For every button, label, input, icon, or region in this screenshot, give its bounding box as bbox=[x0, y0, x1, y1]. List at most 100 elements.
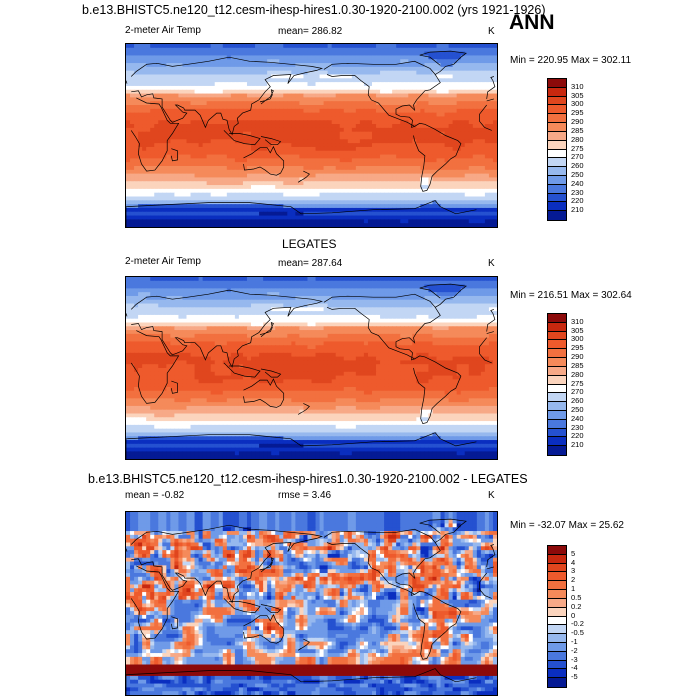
colorbar-level-label: 210 bbox=[571, 440, 584, 450]
colorbar-swatch bbox=[548, 634, 566, 643]
colorbar-level-label: 1 bbox=[571, 584, 576, 594]
colorbar-level-label: 275 bbox=[571, 143, 584, 153]
coastline-eurasia bbox=[130, 289, 324, 368]
colorbar-swatch bbox=[548, 428, 566, 438]
colorbar-swatch bbox=[548, 446, 566, 455]
colorbar-level-label: 295 bbox=[571, 108, 584, 118]
colorbar-swatch bbox=[548, 158, 566, 168]
coastline-namerica bbox=[323, 528, 441, 596]
coastline-indonesia bbox=[223, 130, 261, 146]
colorbar-level-label: 5 bbox=[571, 548, 576, 558]
colorbar-level-label: 220 bbox=[571, 196, 584, 206]
colorbar-swatch bbox=[548, 175, 566, 185]
colorbar-swatch bbox=[548, 546, 566, 555]
colorbar-level-label: 0.5 bbox=[571, 592, 582, 602]
colorbar-swatch bbox=[548, 184, 566, 194]
colorbar-level-label: 300 bbox=[571, 334, 584, 344]
panel3-title: b.e13.BHISTC5.ne120_t12.cesm-ihesp-hires… bbox=[88, 472, 528, 486]
coastline-japan bbox=[259, 89, 274, 105]
colorbar-level-label: 300 bbox=[571, 99, 584, 109]
coastline-africa bbox=[486, 98, 494, 102]
coastline-africa bbox=[130, 330, 180, 404]
map-canvas bbox=[126, 512, 497, 695]
field-cells bbox=[126, 512, 497, 695]
colorbar-swatch bbox=[548, 598, 566, 608]
colorbar-level-label: -3 bbox=[571, 654, 578, 664]
colorbar-level-label: 290 bbox=[571, 352, 584, 362]
colorbar-swatch bbox=[548, 87, 566, 97]
panel3-minmax-label: Min = -32.07 Max = 25.62 bbox=[510, 520, 624, 531]
colorbar-swatch bbox=[548, 358, 566, 367]
coastline-africa bbox=[486, 331, 494, 334]
colorbar-level-label: 280 bbox=[571, 134, 584, 144]
coastline-madagascar bbox=[170, 380, 178, 394]
coastline-japan bbox=[259, 557, 274, 573]
colorbar-swatch bbox=[548, 123, 566, 132]
coastline-uk bbox=[126, 80, 128, 84]
coastline-indonesia bbox=[223, 362, 261, 378]
coastline-samerica bbox=[413, 122, 462, 192]
colorbar-swatch bbox=[548, 625, 566, 635]
panel2-units-label: K bbox=[488, 258, 495, 269]
colorbar-swatch bbox=[548, 140, 566, 150]
colorbar-level-label: 285 bbox=[571, 360, 584, 370]
difference-map bbox=[125, 511, 498, 696]
colorbar-swatch bbox=[548, 149, 566, 159]
coastline-africa bbox=[479, 337, 492, 364]
coastline-eurasia bbox=[486, 80, 496, 99]
coastline-uk bbox=[126, 548, 128, 552]
colorbar-level-label: 305 bbox=[571, 325, 584, 335]
panel1-minmax-label: Min = 220.95 Max = 302.11 bbox=[510, 55, 632, 66]
panel2-title: LEGATES bbox=[282, 237, 337, 251]
coastline-australia bbox=[243, 613, 285, 644]
colorbar-level-label: 4 bbox=[571, 557, 576, 567]
colorbar-swatch bbox=[548, 322, 566, 332]
colorbar-swatch bbox=[548, 642, 566, 652]
coastline-newzealand bbox=[297, 170, 310, 183]
coastlines bbox=[126, 518, 496, 695]
panel2-minmax-label: Min = 216.51 Max = 302.64 bbox=[510, 290, 632, 301]
colorbar-swatch bbox=[548, 437, 566, 447]
coastline-namerica bbox=[323, 293, 441, 361]
colorbar-level-label: 250 bbox=[571, 404, 584, 414]
colorbar-swatches bbox=[547, 545, 567, 688]
coastline-uk bbox=[490, 544, 495, 549]
colorbar-level-label: 285 bbox=[571, 125, 584, 135]
colorbar-level-label: 310 bbox=[571, 316, 584, 326]
coastlines bbox=[126, 50, 496, 227]
coastline-uk bbox=[490, 309, 495, 314]
model-temperature-map bbox=[125, 43, 498, 228]
coastline-greenland bbox=[419, 50, 467, 75]
season-label: ANN bbox=[509, 11, 555, 34]
panel1-variable-label: 2-meter Air Temp bbox=[125, 25, 201, 36]
coastline-newguinea bbox=[260, 604, 282, 614]
coastline-eurasia bbox=[130, 56, 324, 136]
colorbar-swatch bbox=[548, 193, 566, 203]
coastline-greenland bbox=[419, 283, 467, 308]
colorbar-level-label: 270 bbox=[571, 152, 584, 162]
colorbar-swatch bbox=[548, 607, 566, 617]
coastline-eurasia bbox=[486, 548, 496, 567]
colorbar-level-label: 220 bbox=[571, 431, 584, 441]
panel3-units-label: K bbox=[488, 490, 495, 501]
colorbar-swatch bbox=[548, 96, 566, 106]
colorbar-level-label: 0 bbox=[571, 610, 576, 620]
coastline-australia bbox=[243, 145, 285, 176]
colorbar-swatch bbox=[548, 375, 566, 385]
colorbar-level-label: -0.5 bbox=[571, 628, 584, 638]
colorbar-swatch bbox=[548, 79, 566, 88]
coastline-japan bbox=[259, 321, 274, 337]
colorbar-swatch bbox=[548, 366, 566, 376]
colorbar-level-label: -4 bbox=[571, 663, 578, 673]
colorbar-level-label: 295 bbox=[571, 343, 584, 353]
colorbar-swatch bbox=[548, 114, 566, 124]
legates-temperature-map bbox=[125, 276, 498, 460]
panel1-mean-label: mean= 286.82 bbox=[278, 26, 343, 37]
panel2-mean-label: mean= 287.64 bbox=[278, 258, 343, 269]
colorbar-swatch bbox=[548, 314, 566, 323]
map-canvas bbox=[126, 277, 497, 459]
coastline-africa bbox=[479, 104, 492, 131]
panel3-rmse-label: rmse = 3.46 bbox=[278, 490, 332, 501]
colorbar-swatches bbox=[547, 78, 567, 221]
colorbar-swatch bbox=[548, 616, 566, 626]
